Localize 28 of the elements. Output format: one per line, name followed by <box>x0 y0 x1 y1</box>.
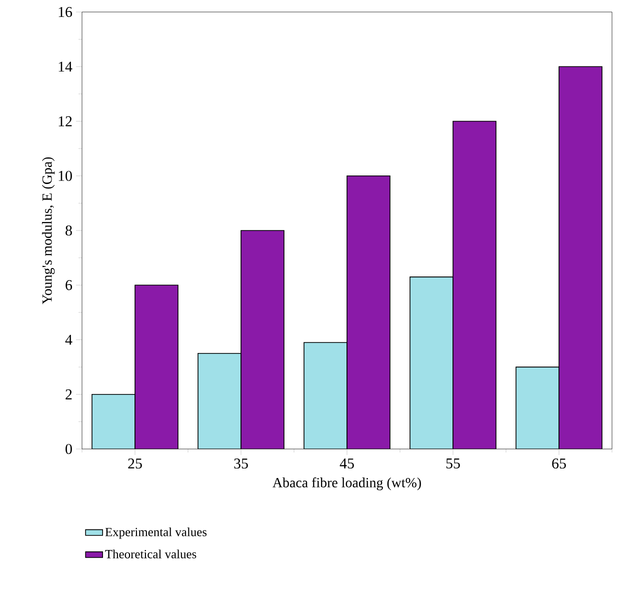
bar <box>516 366 560 449</box>
x-tick-label: 25 <box>128 458 142 469</box>
bar <box>347 176 390 449</box>
bar <box>304 342 347 449</box>
y-tick-label: 10 <box>58 170 72 181</box>
y-tick-label: 0 <box>66 444 72 454</box>
x-tick-label: 35 <box>234 458 248 469</box>
bar <box>198 353 241 449</box>
bar <box>92 394 135 449</box>
bar <box>558 66 602 449</box>
bar <box>410 276 453 449</box>
y-tick-label: 6 <box>66 280 72 290</box>
y-tick-label: 14 <box>58 62 72 72</box>
bar <box>453 121 496 449</box>
x-axis-title: Abaca fibre loading (wt%) <box>272 477 421 490</box>
y-tick-label: 4 <box>65 334 72 345</box>
legend-label: Experimental values <box>105 527 207 539</box>
y-tick-label: 2 <box>66 389 72 400</box>
y-axis-title: Young's modulus, E (Gpa) <box>42 157 55 304</box>
x-tick-label: 55 <box>446 458 460 468</box>
legend-label: Theoretical values <box>105 550 196 558</box>
y-tick-label: 12 <box>58 116 72 126</box>
x-tick-label: 65 <box>552 458 566 469</box>
x-tick-label: 45 <box>340 458 354 468</box>
bar <box>135 285 178 449</box>
y-tick-label: 16 <box>58 6 72 18</box>
y-tick-label: 8 <box>66 225 72 236</box>
bar <box>241 230 284 449</box>
